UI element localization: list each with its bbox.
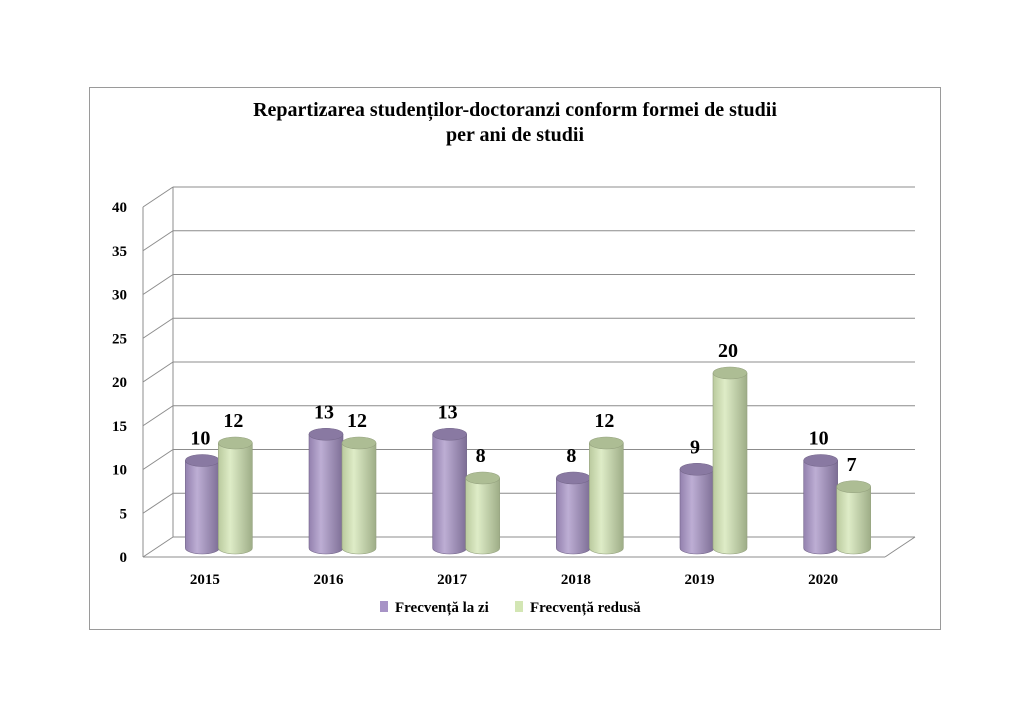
bar-2017-zi [432,427,467,555]
bar-2016-redusa [341,436,377,555]
bar-body [556,477,591,555]
data-label: 10 [190,428,210,450]
bar-top [341,436,377,450]
bar-body [679,468,715,555]
bars-layer [185,366,871,555]
bar-body [712,372,748,555]
bar-body [185,460,220,555]
gridline-depth [142,230,174,252]
bar-body [432,433,467,555]
x-tick-label: 2015 [190,572,220,588]
data-label: 12 [594,410,614,432]
grid-layer [142,186,916,558]
y-tick-label: 10 [112,463,127,479]
bar-top [712,366,748,380]
bar-top [556,471,591,485]
bar-top [589,436,624,450]
legend: Frecvență la zi Frecvență redusă [380,600,641,616]
bar-2020-redusa [836,480,871,555]
y-tick-label: 15 [112,419,127,435]
bar-body [308,433,344,555]
chart-title-line: Repartizarea studenților-doctoranzi conf… [253,99,777,121]
y-tick-label: 35 [112,244,127,260]
bar-2019-zi [679,462,715,555]
bar-top [432,427,467,441]
bar-body [803,460,838,555]
y-tick-label: 20 [112,375,127,391]
bar-top [308,427,344,441]
x-tick-label: 2016 [314,572,345,588]
data-label: 20 [718,340,738,362]
bar-2018-redusa [589,436,624,555]
legend-item-zi: Frecvență la zi [380,600,489,616]
bar-2020-zi [803,454,838,555]
bar-top [465,471,500,485]
data-label: 12 [347,410,367,432]
floor-side-edge [884,536,916,558]
bar-2016-zi [308,427,344,555]
gridline-depth [142,186,174,208]
data-label: 13 [314,401,334,423]
bar-2019-redusa [712,366,748,555]
bar-2017-redusa [465,471,500,555]
y-tick-label: 30 [112,288,127,304]
bar-body [589,442,624,555]
legend-item-redusa: Frecvență redusă [515,600,641,616]
data-label: 12 [223,410,243,432]
gridline-depth [142,536,174,558]
data-label: 13 [438,401,458,423]
gridline-depth [142,492,174,514]
bar-body [836,486,871,555]
legend-label: Frecvență la zi [395,600,489,616]
gridline-depth [142,449,174,470]
legend-swatch [515,601,523,612]
data-label: 10 [809,428,829,450]
gridline-depth [142,405,174,427]
y-axis-ticks: 0 5 10 15 20 25 30 35 40 [112,200,127,566]
y-tick-label: 0 [120,550,128,566]
data-label: 7 [847,454,857,476]
bar-top [218,436,253,450]
bar-top [803,454,838,467]
gridline-depth [142,317,174,339]
y-tick-label: 5 [120,506,128,522]
bar-top [185,454,220,467]
bar-body [341,442,377,555]
legend-swatch [380,601,388,612]
x-tick-label: 2019 [685,572,715,588]
data-labels-layer: 10 12 13 12 13 8 8 12 9 20 10 7 [190,340,856,476]
gridline-depth [142,361,174,383]
chart-subtitle-line: per ani de studii [446,124,584,146]
y-tick-label: 25 [112,331,127,347]
bar-body [465,477,500,555]
data-label: 8 [476,445,486,467]
bar-2015-redusa [218,436,253,555]
chart-title: Repartizarea studenților-doctoranzi conf… [89,98,941,148]
bar-2018-zi [556,471,591,555]
data-label: 8 [566,445,576,467]
bar-top [836,480,871,494]
y-tick-label: 40 [112,200,127,216]
gridline-depth [142,274,174,295]
x-tick-label: 2017 [437,572,468,588]
x-tick-label: 2020 [808,572,838,588]
bar-body [218,442,253,555]
x-tick-label: 2018 [561,572,591,588]
x-axis-ticks: 2015 2016 2017 2018 2019 2020 [190,572,838,588]
bar-2015-zi [185,454,220,555]
legend-label: Frecvență redusă [530,600,641,616]
data-label: 9 [690,436,700,458]
bar-top [679,462,715,476]
